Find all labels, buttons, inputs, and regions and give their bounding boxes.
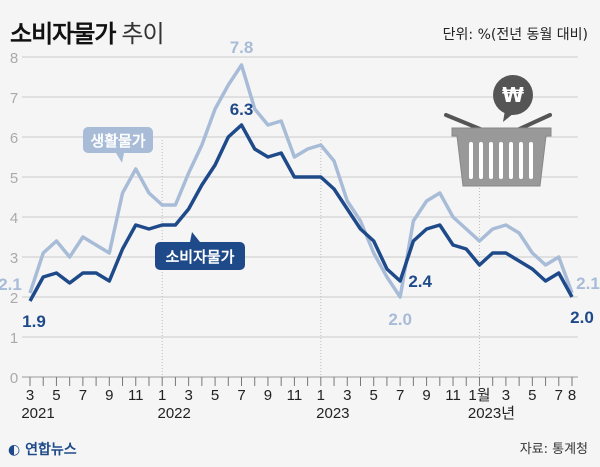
chart-title: 소비자물가 추이 bbox=[10, 14, 165, 49]
y-tick-label: 4 bbox=[10, 210, 18, 227]
y-tick-label: 5 bbox=[10, 170, 18, 187]
source-label: 자료: 통계청 bbox=[519, 442, 588, 457]
consumer-series-label: 소비자물가 bbox=[165, 248, 234, 266]
svg-text:₩: ₩ bbox=[502, 83, 524, 107]
data-label: 2.1 bbox=[576, 274, 600, 293]
month-label: 11 bbox=[287, 387, 303, 404]
year-label: 2023년 bbox=[468, 405, 515, 422]
y-tick-label: 7 bbox=[10, 90, 18, 107]
shopping-basket-won-icon: ₩ bbox=[444, 75, 552, 187]
month-label: 3 bbox=[502, 387, 510, 404]
data-label: 2.0 bbox=[570, 308, 594, 327]
y-tick-label: 6 bbox=[10, 130, 18, 147]
consumer-callout-box bbox=[155, 242, 245, 270]
consumer-callout-pointer bbox=[190, 232, 200, 242]
data-label: 6.3 bbox=[230, 100, 254, 119]
month-label: 5 bbox=[52, 387, 60, 404]
data-label: 2.1 bbox=[0, 275, 22, 294]
month-label: 3 bbox=[26, 387, 34, 404]
unit-label: 단위: %(전년 동월 대비) bbox=[442, 27, 588, 43]
month-label: 7 bbox=[237, 387, 245, 404]
y-tick-label: 3 bbox=[10, 250, 18, 267]
month-label: 11 bbox=[445, 387, 461, 404]
living-price-line bbox=[28, 63, 574, 299]
month-label: 7 bbox=[396, 387, 404, 404]
year-label: 2021 bbox=[21, 405, 54, 422]
y-tick-label: 2 bbox=[10, 290, 18, 307]
month-label: 5 bbox=[528, 387, 536, 404]
month-label: 8 bbox=[568, 387, 576, 404]
living-callout-pointer bbox=[116, 153, 124, 163]
consumer-price-line bbox=[28, 123, 574, 302]
y-tick-label: 0 bbox=[10, 370, 18, 387]
living-series-label: 생활물가 bbox=[90, 132, 145, 150]
month-label: 9 bbox=[264, 387, 272, 404]
data-label: 2.4 bbox=[408, 272, 432, 291]
title-sub: 추이 bbox=[121, 20, 164, 48]
month-label: 3 bbox=[184, 387, 192, 404]
month-label: 3 bbox=[343, 387, 351, 404]
data-label: 7.8 bbox=[230, 38, 254, 57]
month-label: 1월 bbox=[468, 387, 490, 404]
y-tick-label: 8 bbox=[10, 50, 18, 67]
y-tick-label: 1 bbox=[10, 330, 18, 347]
title-main: 소비자물가 bbox=[10, 20, 116, 48]
month-label: 9 bbox=[422, 387, 430, 404]
living-callout-box bbox=[83, 127, 153, 153]
month-label: 5 bbox=[370, 387, 378, 404]
year-label: 2023 bbox=[316, 405, 349, 422]
data-label: 1.9 bbox=[22, 312, 46, 331]
logo-text: 연합뉴스 bbox=[25, 442, 77, 458]
month-label: 1 bbox=[317, 387, 325, 404]
month-label: 9 bbox=[105, 387, 113, 404]
month-label: 7 bbox=[79, 387, 87, 404]
month-label: 7 bbox=[555, 387, 563, 404]
month-label: 11 bbox=[128, 387, 144, 404]
year-label: 2022 bbox=[158, 405, 191, 422]
month-label: 5 bbox=[211, 387, 219, 404]
data-label: 2.0 bbox=[388, 310, 412, 329]
publisher-logo: ◐ 연합뉴스 bbox=[8, 442, 77, 458]
month-label: 1 bbox=[158, 387, 166, 404]
